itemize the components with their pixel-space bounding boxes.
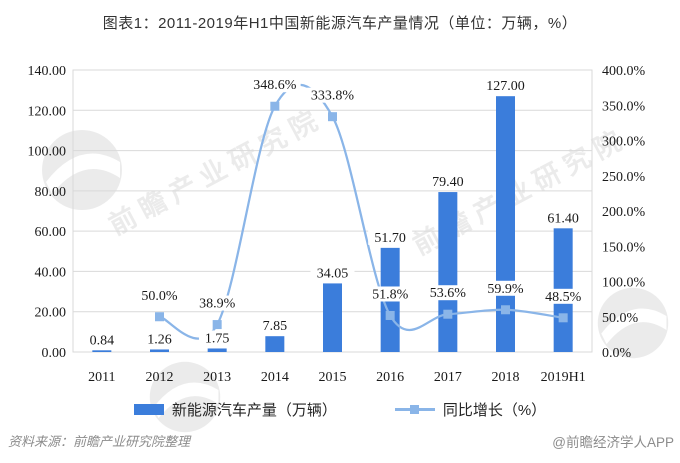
bar-2015: [323, 283, 342, 352]
bar-2013: [207, 348, 227, 352]
x-axis-tick-2019H1: 2019H1: [541, 370, 586, 385]
y-axis-left-tick: 60.00: [35, 225, 67, 240]
y-axis-right-tick: 400.0%: [602, 64, 646, 79]
growth-line: [159, 83, 564, 340]
growth-marker-2017: [443, 309, 453, 319]
growth-label-2013-bg: [195, 295, 240, 311]
legend-label-production: 新能源汽车产量（万辆）: [171, 402, 337, 419]
bar-series-swatch: [133, 404, 164, 415]
bar-label-2014-bg: [256, 318, 294, 334]
bar-label-2011: 0.84: [90, 333, 115, 348]
bar-label-2017-bg: [425, 174, 470, 190]
bar-2014: [265, 336, 285, 352]
bar-label-2018-bg: [479, 78, 532, 94]
growth-label-2013: 38.9%: [199, 297, 236, 312]
y-axis-right-tick: 100.0%: [602, 276, 646, 291]
growth-label-2017-bg: [425, 285, 470, 301]
growth-label-2016-bg: [368, 286, 413, 302]
x-axis-tick-2014: 2014: [261, 370, 289, 385]
chart-title: 图表1：2011-2019年H1中国新能源汽车产量情况（单位：万辆，%）: [102, 15, 578, 32]
bar-2011: [92, 350, 112, 352]
bar-label-2011-bg: [83, 332, 121, 348]
bar-label-2018: 127.00: [486, 79, 525, 94]
growth-marker-2013: [212, 320, 222, 330]
bar-label-2014: 7.85: [263, 319, 288, 334]
growth-label-2017: 53.6%: [430, 286, 467, 301]
growth-label-2018-bg: [483, 280, 528, 296]
bar-label-2016: 51.70: [374, 231, 406, 246]
y-axis-left-tick: 140.00: [28, 64, 67, 79]
bar-label-2012: 1.26: [147, 332, 172, 347]
growth-label-2019H1-bg: [541, 288, 586, 304]
bar-2017: [438, 192, 458, 352]
bar-label-2013: 1.75: [205, 331, 230, 346]
bar-label-2019H1-bg: [541, 210, 586, 226]
growth-label-2015-bg: [306, 87, 359, 103]
growth-label-2014: 348.6%: [253, 78, 297, 93]
growth-label-2016: 51.8%: [372, 287, 409, 302]
growth-marker-2019H1: [558, 313, 568, 323]
y-axis-right-tick: 0.0%: [602, 346, 632, 361]
growth-label-2012: 50.0%: [141, 289, 178, 304]
growth-label-2019H1: 48.5%: [545, 290, 582, 305]
bar-label-2013-bg: [198, 330, 236, 346]
x-axis-tick-2012: 2012: [146, 370, 174, 385]
line-series-swatch: [394, 405, 435, 414]
y-axis-left-tick: 20.00: [35, 306, 67, 321]
y-axis-left-tick: 80.00: [35, 185, 67, 200]
x-axis-tick-2015: 2015: [319, 370, 347, 385]
legend-label-growth: 同比增长（%）: [442, 402, 547, 419]
growth-label-2015: 333.8%: [311, 89, 355, 104]
y-axis-left-tick: 100.00: [28, 145, 67, 160]
legend-item-growth: 同比增长（%）: [394, 399, 547, 420]
growth-label-2018: 59.9%: [487, 282, 524, 297]
growth-marker-2012: [155, 312, 164, 322]
y-axis-right-tick: 200.0%: [602, 205, 646, 220]
growth-marker-2014: [270, 101, 280, 111]
bar-label-2012-bg: [141, 331, 178, 347]
source-note: 资料来源：前瞻产业研究院整理: [8, 434, 191, 449]
growth-label-2014-bg: [249, 77, 301, 93]
bar-label-2019H1: 61.40: [547, 211, 579, 226]
line-marker-swatch: [410, 405, 420, 414]
y-axis-right-tick: 150.0%: [602, 240, 646, 255]
y-axis-right-tick: 300.0%: [602, 135, 646, 150]
growth-marker-2015: [328, 112, 337, 122]
y-axis-left-tick: 40.00: [35, 265, 67, 280]
growth-marker-2016: [385, 310, 395, 320]
y-axis-right-tick: 250.0%: [602, 170, 646, 185]
chart-legend: 新能源汽车产量（万辆） 同比增长（%）: [0, 399, 680, 420]
y-axis-right-tick: 50.0%: [602, 311, 639, 326]
bar-2012: [150, 349, 169, 352]
y-axis-left-tick: 0.00: [42, 346, 67, 361]
x-axis-tick-2017: 2017: [434, 370, 462, 385]
y-axis-left-tick: 120.00: [28, 104, 67, 119]
credit-note: @前瞻经济学人APP: [552, 435, 674, 450]
legend-item-production: 新能源汽车产量（万辆）: [133, 399, 337, 420]
bar-label-2016-bg: [368, 229, 413, 245]
x-axis-tick-2013: 2013: [203, 370, 231, 385]
growth-label-2012-bg: [137, 287, 182, 303]
y-axis-right-tick: 350.0%: [602, 99, 646, 114]
bar-label-2015: 34.05: [317, 266, 349, 281]
bar-label-2017: 79.40: [432, 175, 464, 190]
x-axis-tick-2011: 2011: [88, 370, 115, 385]
growth-marker-2018: [501, 305, 510, 315]
x-axis-tick-2018: 2018: [492, 370, 520, 385]
x-axis-tick-2016: 2016: [376, 370, 404, 385]
bar-label-2015-bg: [310, 265, 355, 281]
